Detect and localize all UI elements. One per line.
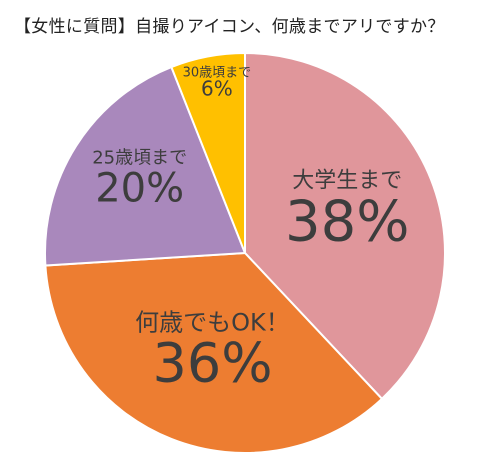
pie-slice-2 [44, 251, 384, 454]
slice-label-3: 25歳頃まで [92, 148, 187, 169]
slice-value-1: 38% [285, 190, 409, 255]
slice-value-2: 36% [152, 332, 272, 395]
chart-title: 【女性に質問】自撮りアイコン、何歳までアリですか？ [14, 17, 445, 37]
pie-slice-1 [244, 51, 446, 401]
slice-label-2: 何歳でもOK！ [135, 308, 290, 336]
slice-value-3: 20% [95, 166, 184, 212]
slice-value-4: 6% [201, 77, 233, 101]
slice-label-4: 30歳頃まで [183, 66, 252, 81]
pie-slice-3 [44, 65, 247, 267]
pie-slice-4 [170, 51, 246, 254]
slice-label-1: 大学生まで [292, 169, 402, 194]
